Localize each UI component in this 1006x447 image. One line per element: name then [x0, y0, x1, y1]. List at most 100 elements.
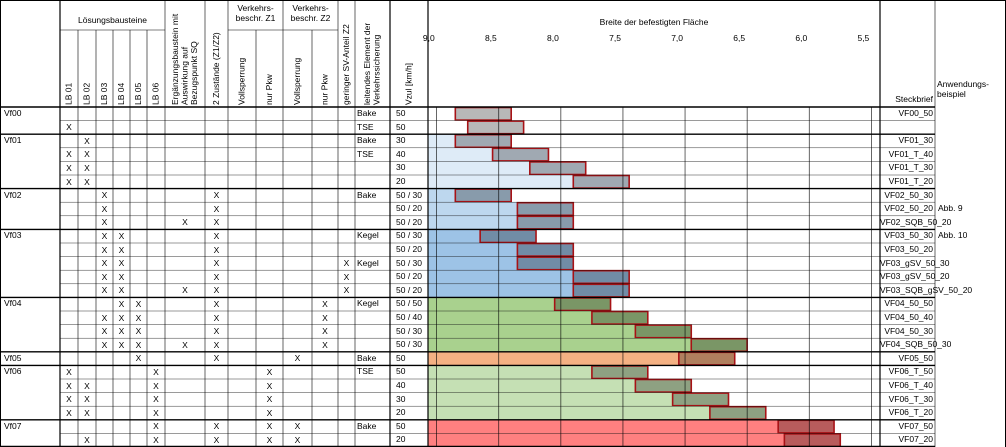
element: TSE: [357, 121, 374, 132]
column-header: LB 01: [63, 82, 74, 105]
steckbrief: VF05_50: [898, 352, 934, 363]
width-step: [516, 256, 575, 271]
vzul: 20: [396, 176, 406, 186]
cell-mark: X: [213, 434, 220, 445]
width-bar: [428, 379, 692, 393]
cell-mark: X: [118, 271, 125, 282]
width-step: [491, 147, 550, 162]
vzul: 40: [396, 148, 406, 159]
cell-mark: X: [213, 326, 220, 337]
width-bar: [428, 324, 692, 339]
column-header: LB 06: [150, 82, 161, 105]
group-label: Vf03: [4, 230, 22, 241]
width-step: [783, 433, 842, 447]
width-step: [709, 405, 767, 421]
steckbrief: VF01_T_40: [888, 148, 933, 159]
element: Bake: [357, 135, 377, 146]
width-step: [553, 297, 612, 312]
x-tick-label: 9,0: [422, 33, 435, 43]
steckbrief: VF02_50_30: [884, 189, 933, 200]
vzul: 30: [396, 162, 406, 173]
vzul: 50 / 50: [396, 298, 422, 309]
vzul: 50 / 20: [396, 244, 422, 254]
group-label: Vf01: [4, 135, 22, 146]
cell-mark: X: [135, 326, 142, 337]
width-step: [516, 242, 575, 257]
cell-mark: X: [343, 285, 350, 296]
vzul: 50 / 20: [396, 271, 422, 282]
steckbrief: VF07_50: [898, 420, 934, 431]
cell-mark: X: [153, 394, 159, 405]
steckbrief: VF02_SQB_50_20: [880, 216, 952, 227]
cell-mark: X: [118, 312, 125, 323]
cell-mark: X: [294, 434, 301, 445]
cell-mark: X: [84, 162, 90, 173]
cell-mark: X: [84, 135, 90, 146]
vzul: 50 / 20: [396, 284, 422, 295]
steckbrief: VF00_50: [898, 108, 934, 118]
width-step: [671, 392, 730, 407]
width-step: [454, 188, 512, 203]
x-tick-label: 6,0: [795, 33, 808, 43]
vzul: 50: [396, 121, 406, 132]
cell-mark: X: [101, 326, 108, 337]
width-step: [454, 133, 512, 149]
cell-mark: X: [118, 339, 125, 350]
cell-mark: X: [182, 339, 188, 350]
cell-mark: X: [213, 217, 220, 228]
width-step: [529, 161, 587, 176]
steckbrief: VF01_T_30: [888, 162, 933, 173]
width-bar: [428, 433, 841, 447]
cell-mark: X: [213, 421, 220, 432]
cell-mark: X: [118, 285, 125, 296]
x-tick-label: 5,5: [857, 33, 870, 43]
cell-mark: X: [153, 380, 159, 391]
vzul: 50 / 30: [396, 325, 422, 336]
cell-mark: X: [118, 230, 125, 241]
cell-mark: X: [66, 162, 72, 173]
cell-mark: X: [135, 339, 142, 350]
column-header: 2 Zustände (Z1/Z2): [210, 32, 221, 105]
cell-mark: X: [153, 434, 159, 445]
group-header: Verkehrs- beschr. Z1: [235, 3, 276, 23]
steckbrief: VF03_50_20: [884, 244, 933, 254]
steckbrief: VF06_T_20: [888, 407, 933, 418]
cell-mark: X: [66, 380, 72, 391]
cell-mark: X: [84, 380, 90, 391]
vzul: 20: [396, 434, 406, 445]
width-step: [777, 419, 835, 434]
cell-mark: X: [213, 339, 220, 350]
cell-mark: X: [135, 353, 142, 364]
cell-mark: X: [84, 434, 90, 445]
cell-mark: X: [153, 421, 159, 432]
element: Kegel: [357, 230, 379, 241]
vzul: 50 / 20: [396, 203, 422, 214]
element: Bake: [357, 352, 377, 363]
group-label: Vf04: [4, 298, 22, 309]
vzul: 30: [396, 135, 406, 146]
column-header: LB 02: [81, 82, 92, 105]
column-header: nur Pkw: [263, 74, 274, 105]
column-header: Vollsperrung: [291, 57, 302, 105]
cell-mark: X: [101, 190, 108, 201]
column-header: Anwendungs- beispiel: [937, 79, 989, 99]
cell-mark: X: [101, 271, 108, 282]
width-step: [634, 378, 693, 393]
cell-mark: X: [101, 312, 108, 323]
width-step: [479, 229, 537, 244]
cell-mark: X: [135, 312, 142, 323]
vzul: 50 / 30: [396, 230, 422, 241]
steckbrief: VF04_SQB_50_30: [880, 339, 952, 350]
vzul: 50: [396, 352, 406, 363]
cell-mark: X: [135, 298, 142, 309]
width-bar: [428, 351, 735, 366]
cell-mark: X: [343, 271, 350, 282]
width-step: [591, 310, 649, 325]
column-header: geringer SV-Anteil Z2: [340, 24, 351, 105]
cell-mark: X: [101, 203, 108, 214]
vzul: 50 / 20: [396, 216, 422, 227]
width-bar: [428, 419, 835, 434]
cell-mark: X: [322, 312, 328, 323]
cell-mark: X: [66, 122, 72, 133]
steckbrief: VF03_SQB_gSV_50_20: [880, 284, 973, 295]
